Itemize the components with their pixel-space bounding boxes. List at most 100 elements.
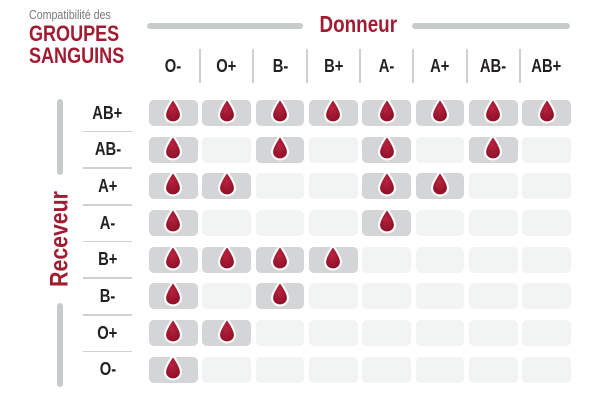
cell-B+-from-B--compatible bbox=[255, 244, 305, 273]
receiver-label-A-: A- bbox=[83, 210, 132, 236]
blood-drop-icon bbox=[377, 207, 396, 234]
receiver-label-O-: O- bbox=[83, 357, 132, 383]
blood-drop-icon bbox=[164, 207, 183, 234]
row-separator bbox=[83, 130, 132, 133]
donor-header-label: O- bbox=[165, 55, 182, 76]
cell-AB+-from-B--compatible bbox=[255, 97, 305, 126]
column-separator bbox=[252, 49, 255, 83]
cell-AB--from-B--compatible bbox=[255, 134, 305, 163]
cell-B--from-A+-incompatible bbox=[415, 283, 465, 310]
row-separator bbox=[83, 204, 132, 206]
donor-axis-line-right bbox=[412, 23, 570, 29]
cell-A+-from-O--compatible bbox=[149, 170, 198, 200]
cell-A+-from-A+-compatible bbox=[415, 170, 465, 200]
title-block: Compatibilité des GROUPES SANGUINS bbox=[29, 7, 145, 67]
cell-A+-from-AB+-incompatible bbox=[522, 173, 571, 200]
receiver-row-labels: AB+ AB- A+ A- B+ B- O+ O- bbox=[83, 100, 132, 383]
receiver-label-text: O- bbox=[99, 359, 116, 380]
cell-B+-from-O--compatible bbox=[149, 244, 198, 273]
cell-A--from-B+-incompatible bbox=[308, 210, 358, 237]
blood-drop-icon bbox=[484, 134, 503, 161]
cell-B+-from-AB--incompatible bbox=[468, 246, 518, 273]
cell-O--from-AB--incompatible bbox=[468, 356, 518, 383]
donor-header-B-: B- bbox=[256, 49, 305, 83]
cell-A--from-AB+-incompatible bbox=[522, 210, 571, 237]
cell-O--from-A+-incompatible bbox=[415, 356, 465, 383]
receiver-label-text: A- bbox=[99, 212, 116, 233]
cell-AB--from-O--compatible bbox=[149, 134, 198, 163]
row-separator bbox=[83, 314, 132, 316]
row-separator bbox=[83, 277, 132, 279]
cell-B+-from-A+-incompatible bbox=[415, 246, 465, 273]
cell-O--from-O--compatible bbox=[149, 354, 198, 383]
column-separator bbox=[519, 49, 522, 83]
donor-header-label: A+ bbox=[430, 55, 450, 76]
receiver-label-B-: B- bbox=[83, 283, 132, 309]
blood-drop-icon bbox=[377, 170, 396, 197]
blood-drop-icon bbox=[217, 244, 236, 271]
title-line2: SANGUINS bbox=[29, 43, 125, 68]
cell-A+-from-B+-incompatible bbox=[308, 173, 358, 200]
donor-header-AB+: AB+ bbox=[522, 49, 571, 83]
cell-B+-from-B+-compatible bbox=[308, 244, 358, 273]
cell-B--from-AB--incompatible bbox=[468, 283, 518, 310]
blood-drop-icon bbox=[431, 170, 449, 197]
donor-header-B+: B+ bbox=[309, 49, 358, 83]
cell-O+-from-O+-compatible bbox=[202, 317, 252, 347]
blood-drop-icon bbox=[537, 97, 556, 124]
receiver-label-text: B+ bbox=[97, 249, 118, 270]
receiver-axis-label: Receveur bbox=[45, 191, 74, 287]
blood-drop-icon bbox=[164, 170, 183, 197]
receiver-label-text: B- bbox=[99, 285, 116, 306]
cell-A--from-O+-incompatible bbox=[202, 210, 252, 237]
blood-drop-icon bbox=[217, 317, 236, 344]
cell-AB--from-A--compatible bbox=[362, 134, 411, 163]
blood-drop-icon bbox=[164, 244, 183, 271]
cell-O--from-A--incompatible bbox=[362, 356, 411, 383]
receiver-label-B+: B+ bbox=[83, 247, 132, 273]
row-separator bbox=[83, 240, 132, 243]
cell-A+-from-B--incompatible bbox=[255, 173, 305, 200]
cell-A--from-A--compatible bbox=[362, 207, 411, 237]
cell-O--from-B--incompatible bbox=[255, 356, 305, 383]
donor-header-AB-: AB- bbox=[469, 49, 518, 83]
blood-drop-icon bbox=[271, 244, 289, 271]
blood-drop-icon bbox=[271, 97, 289, 124]
cell-AB+-from-A--compatible bbox=[362, 97, 411, 126]
donor-header-O-: O- bbox=[149, 49, 198, 83]
cell-AB+-from-O+-compatible bbox=[202, 97, 252, 126]
blood-drop-icon bbox=[324, 244, 343, 271]
cell-AB--from-A+-incompatible bbox=[415, 136, 465, 163]
cell-B--from-A--incompatible bbox=[362, 283, 411, 310]
cell-A+-from-O+-compatible bbox=[202, 170, 252, 200]
column-separator bbox=[465, 49, 468, 83]
donor-header-A+: A+ bbox=[416, 49, 465, 83]
cell-A--from-A+-incompatible bbox=[415, 210, 465, 237]
receiver-label-A+: A+ bbox=[83, 173, 132, 199]
cell-B--from-O+-incompatible bbox=[202, 283, 252, 310]
cell-A+-from-A--compatible bbox=[362, 170, 411, 200]
donor-header-O+: O+ bbox=[202, 49, 251, 83]
cell-O+-from-A--incompatible bbox=[362, 320, 411, 347]
cell-O+-from-AB--incompatible bbox=[468, 320, 518, 347]
cell-AB+-from-O--compatible bbox=[149, 97, 198, 126]
cell-O--from-O+-incompatible bbox=[202, 356, 252, 383]
cell-B--from-B--compatible bbox=[255, 280, 305, 310]
cell-AB--from-AB--compatible bbox=[468, 134, 518, 163]
blood-drop-icon bbox=[377, 97, 396, 124]
receiver-label-text: A+ bbox=[97, 175, 118, 196]
cell-AB+-from-A+-compatible bbox=[415, 97, 465, 126]
row-separator bbox=[83, 167, 132, 169]
receiver-label-AB+: AB+ bbox=[83, 100, 132, 126]
title-line1: GROUPES bbox=[29, 21, 120, 46]
cell-O+-from-B+-incompatible bbox=[308, 320, 358, 347]
blood-drop-icon bbox=[271, 280, 289, 307]
blood-drop-icon bbox=[164, 354, 183, 381]
blood-drop-icon bbox=[217, 170, 236, 197]
cell-AB+-from-AB--compatible bbox=[468, 97, 518, 126]
column-separator bbox=[305, 49, 308, 83]
column-separator bbox=[412, 49, 415, 83]
cell-B+-from-O+-compatible bbox=[202, 244, 252, 273]
cell-B+-from-AB+-incompatible bbox=[522, 246, 571, 273]
